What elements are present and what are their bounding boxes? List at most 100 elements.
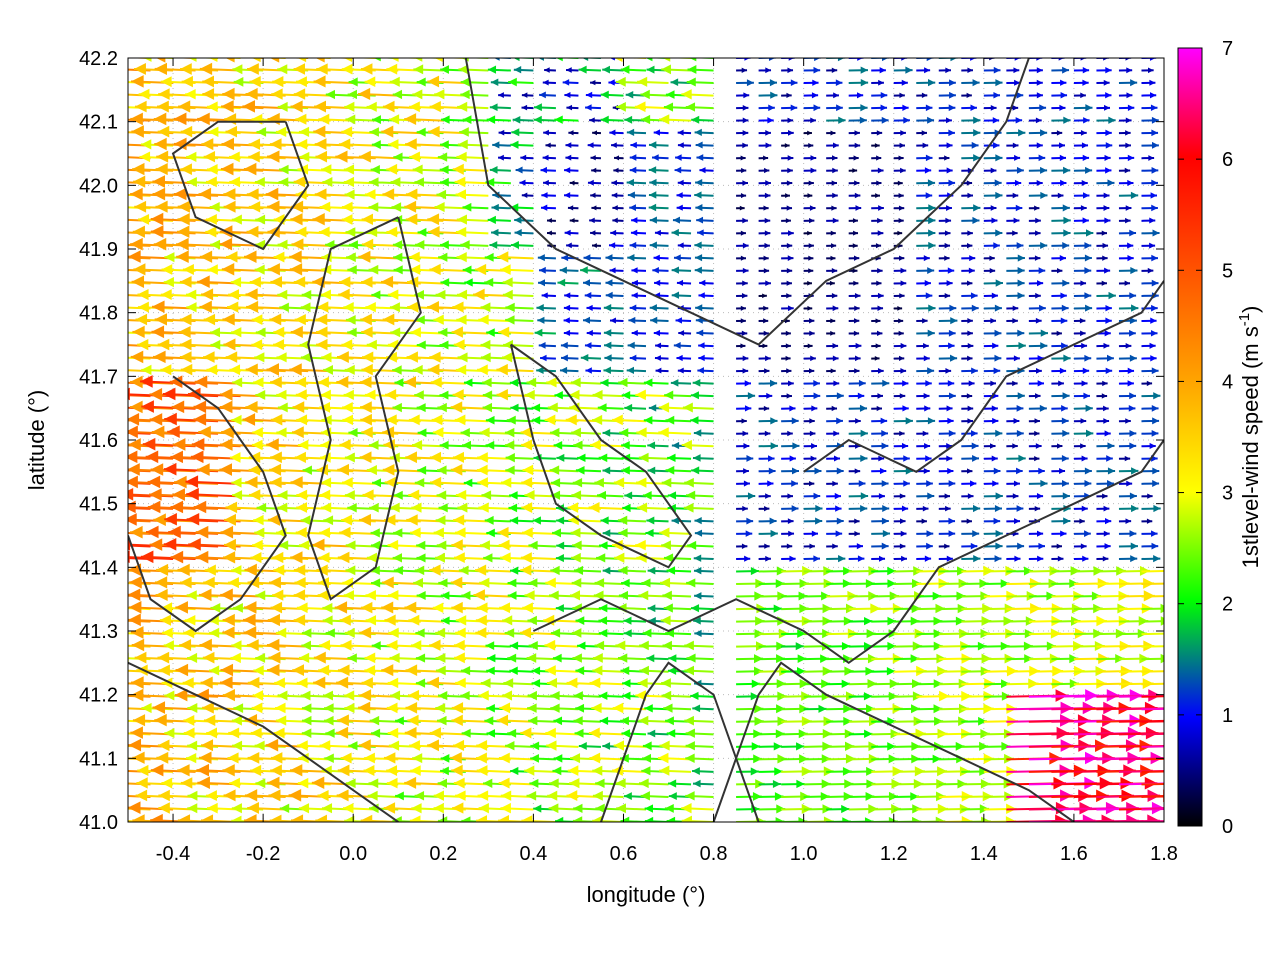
wind-vector-head xyxy=(298,803,310,814)
wind-vector-head xyxy=(294,451,306,463)
wind-vector-head xyxy=(774,792,784,801)
wind-vector-head xyxy=(346,252,356,263)
wind-vector-head xyxy=(1057,268,1063,274)
wind-vector-head xyxy=(232,740,243,751)
wind-vector-head xyxy=(658,427,669,438)
wind-vector-head xyxy=(808,243,814,249)
wind-vector-head xyxy=(628,316,636,324)
wind-vector-head xyxy=(227,301,239,313)
wind-vector-head xyxy=(265,187,279,201)
wind-vector-head xyxy=(1059,367,1067,374)
wind-vector-head xyxy=(809,217,815,224)
wind-vector-head xyxy=(898,193,904,199)
wind-vector-head xyxy=(201,739,214,752)
wind-vector-head xyxy=(654,355,661,362)
wind-vector-head xyxy=(225,501,238,514)
wind-vector-head xyxy=(594,640,605,651)
wind-vector-head xyxy=(479,427,490,438)
wind-vector-head xyxy=(899,430,905,437)
wind-vector-head xyxy=(110,288,122,300)
wind-vector-head xyxy=(1131,504,1139,513)
wind-vector-head xyxy=(629,204,636,211)
wind-vector-head xyxy=(368,177,379,187)
wind-vector-head xyxy=(699,279,706,286)
wind-vector-head xyxy=(672,216,680,224)
wind-vector-head xyxy=(949,304,957,312)
wind-vector-head xyxy=(635,389,646,401)
wind-vector-head xyxy=(835,530,843,537)
wind-vector-head xyxy=(161,777,173,789)
wind-vector-head xyxy=(507,653,517,663)
wind-vector-head xyxy=(598,628,608,638)
wind-vector-head xyxy=(600,378,609,387)
wind-vector-shaft xyxy=(1141,632,1164,636)
wind-vector-head xyxy=(161,677,173,689)
wind-vector-head xyxy=(438,503,448,513)
wind-vector-head xyxy=(661,477,672,488)
wind-vector-head xyxy=(460,427,470,438)
wind-vector-head xyxy=(153,513,166,527)
wind-vector-head xyxy=(1081,380,1088,387)
wind-vector-head xyxy=(821,679,831,689)
wind-vector-head xyxy=(694,254,703,262)
wind-vector-head xyxy=(946,555,953,562)
wind-vector-head xyxy=(947,267,955,274)
wind-vector-head xyxy=(73,463,86,476)
wind-vector-head xyxy=(247,752,260,764)
wind-vector-head xyxy=(179,351,192,363)
wind-vector-head xyxy=(575,616,585,625)
wind-vector-head xyxy=(899,293,905,299)
wind-vector-head xyxy=(621,440,630,450)
wind-vector-head xyxy=(230,276,242,288)
wind-vector-head xyxy=(1069,578,1079,589)
wind-vector-head xyxy=(141,400,154,413)
wind-vector-head xyxy=(1149,342,1156,349)
wind-vector-head xyxy=(95,352,106,363)
wind-vector-head xyxy=(131,676,144,689)
wind-vector-head xyxy=(293,564,306,576)
wind-vector-head xyxy=(1017,267,1025,275)
wind-vector-head xyxy=(206,790,217,802)
wind-vector-head xyxy=(1084,267,1092,274)
wind-vector-head xyxy=(1080,418,1087,424)
wind-vector-head xyxy=(462,202,472,212)
wind-vector-head xyxy=(639,665,649,676)
wind-vector-head xyxy=(856,543,863,550)
wind-vector-head xyxy=(1107,480,1114,487)
wind-vector-head xyxy=(1220,727,1233,740)
wind-vector-head xyxy=(541,192,548,199)
wind-vector-head xyxy=(520,552,532,564)
wind-vector-head xyxy=(164,690,175,701)
wind-vector-head xyxy=(484,277,494,287)
wind-vector-head xyxy=(300,515,311,526)
wind-vector-head xyxy=(648,203,657,212)
wind-vector-shaft xyxy=(128,808,129,810)
wind-vector-head xyxy=(647,466,656,475)
wind-vector-head xyxy=(666,566,676,575)
wind-vector-head xyxy=(561,254,569,262)
wind-vector-shaft xyxy=(128,733,129,735)
wind-vector-head xyxy=(789,405,796,412)
wind-vector-head xyxy=(297,777,309,789)
wind-vector-head xyxy=(1062,242,1070,249)
wind-vector-head xyxy=(151,425,165,439)
wind-vector-head xyxy=(863,692,873,701)
wind-vector-head xyxy=(763,405,770,412)
wind-vector-head xyxy=(324,753,334,763)
wind-vector-head xyxy=(808,255,814,261)
wind-vector-head xyxy=(967,230,973,236)
wind-vector-head xyxy=(1013,418,1020,424)
wind-vector-head xyxy=(887,579,897,588)
wind-vector-head xyxy=(549,590,559,601)
wind-vector-head xyxy=(903,455,910,462)
wind-vector-head xyxy=(785,218,791,224)
wind-vector-head xyxy=(267,613,280,627)
wind-vector-head xyxy=(1084,480,1092,487)
wind-vector-head xyxy=(995,191,1003,199)
wind-vector-head xyxy=(596,553,606,563)
wind-vector-head xyxy=(970,430,978,437)
wind-vector-head xyxy=(255,327,266,338)
wind-vector-head xyxy=(852,218,858,224)
wind-vector-head xyxy=(405,213,418,226)
wind-vector-head xyxy=(137,764,149,777)
